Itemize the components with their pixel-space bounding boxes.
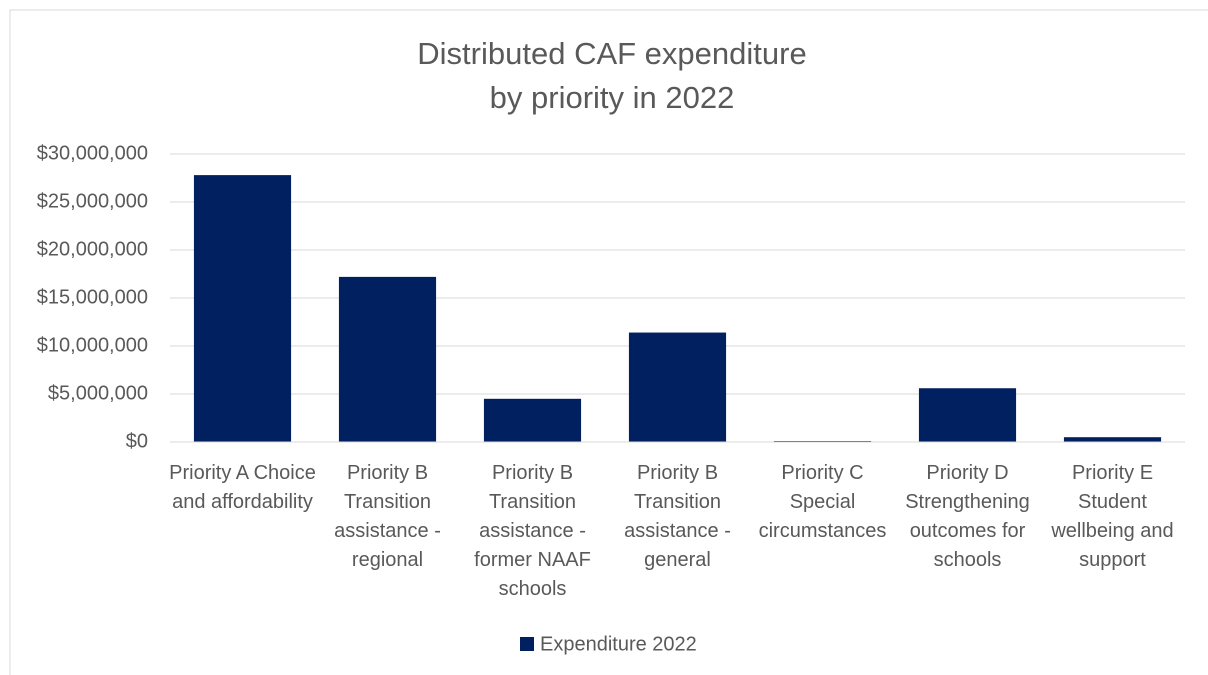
y-tick-label: $15,000,000 [37, 286, 148, 308]
x-tick-label: Priority E Student wellbeing and support [1051, 462, 1174, 571]
y-tick-label: $30,000,000 [37, 142, 148, 164]
y-tick-label: $5,000,000 [48, 382, 148, 404]
bar [193, 175, 292, 442]
bar [1063, 437, 1162, 442]
x-tick-label: Priority C Special circumstances [758, 462, 887, 542]
y-tick-label: $20,000,000 [37, 238, 148, 260]
chart-title: Distributed CAF expenditure [417, 36, 806, 71]
bar [483, 398, 582, 442]
x-tick-label: Priority B Transition assistance - forme… [474, 462, 591, 600]
legend-swatch [520, 637, 534, 651]
x-tick-label: Priority A Choice and affordability [169, 462, 316, 513]
x-tick-label: Priority B Transition assistance - regio… [334, 462, 441, 571]
legend-label: Expenditure 2022 [540, 633, 697, 655]
bar [338, 276, 437, 442]
bar [628, 332, 727, 442]
y-tick-label: $0 [126, 430, 148, 452]
y-tick-label: $25,000,000 [37, 190, 148, 212]
y-tick-label: $10,000,000 [37, 334, 148, 356]
x-tick-label: Priority D Strengthening outcomes for sc… [905, 462, 1030, 571]
bar [918, 388, 1017, 442]
x-tick-label: Priority B Transition assistance - gener… [624, 462, 731, 571]
chart-title: by priority in 2022 [490, 80, 735, 115]
